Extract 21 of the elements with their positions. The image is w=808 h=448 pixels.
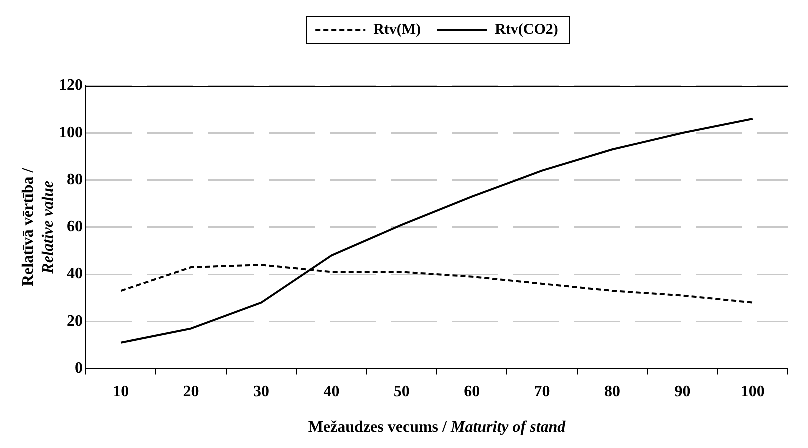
x-axis-title: Mežaudzes vecums / Maturity of stand xyxy=(308,419,567,436)
y-axis-title: Relatīvā vērtība / Relative value xyxy=(20,168,58,286)
x-tick-label: 70 xyxy=(534,384,550,401)
x-tick-label: 50 xyxy=(394,384,410,401)
y-tick-label: 60 xyxy=(67,218,83,236)
y-tick-label: 80 xyxy=(67,171,83,188)
x-tick-label: 60 xyxy=(464,384,480,401)
x-tick-label: 100 xyxy=(740,384,765,401)
x-tick-label: 80 xyxy=(604,384,620,401)
y-tick-label: 20 xyxy=(67,312,83,330)
x-tick-label: 40 xyxy=(324,384,340,401)
y-tick-label: 120 xyxy=(59,77,83,94)
y-tick-label: 100 xyxy=(59,124,83,142)
x-tick-label: 90 xyxy=(674,384,691,401)
legend-label: Rtv(M) xyxy=(374,22,422,38)
x-tick-label: 10 xyxy=(113,384,130,401)
legend-label: Rtv(CO2) xyxy=(495,22,558,38)
y-tick-label: 40 xyxy=(67,266,83,283)
y-tick-label: 0 xyxy=(75,360,83,377)
x-tick-label: 30 xyxy=(254,384,270,401)
x-tick-label: 20 xyxy=(183,384,200,401)
